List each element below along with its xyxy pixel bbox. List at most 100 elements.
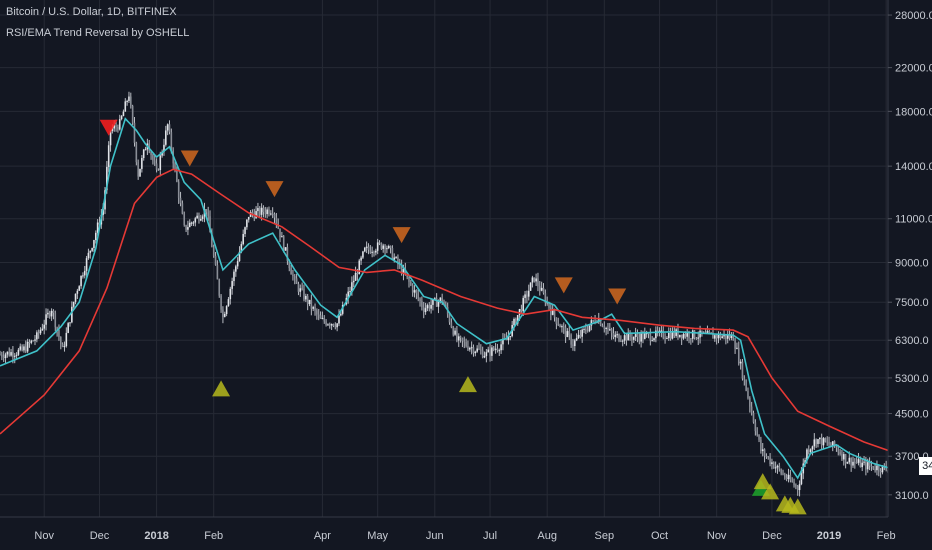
candle-body: [131, 105, 134, 123]
series-line-slow-ema: [0, 168, 889, 452]
candle-body: [463, 341, 466, 343]
candle-body: [253, 213, 256, 219]
candle-body: [176, 168, 178, 182]
candle-body: [784, 474, 786, 478]
candle-body: [308, 299, 311, 305]
candle-body: [574, 340, 576, 347]
candle-body: [787, 474, 790, 480]
candle-body: [430, 304, 432, 309]
candle-body: [196, 215, 198, 219]
candle-body: [706, 331, 709, 333]
candle-body: [50, 310, 53, 317]
candle-body: [205, 209, 208, 213]
candle-body: [448, 314, 451, 323]
candle-body: [6, 351, 9, 355]
candle-body: [509, 336, 512, 338]
candle-body: [69, 322, 71, 324]
candle-body: [691, 330, 694, 339]
candle-body: [741, 361, 744, 379]
candle-body: [774, 467, 777, 469]
candle-body: [128, 96, 130, 101]
candle-body: [389, 246, 392, 248]
candle-body: [168, 124, 171, 133]
candle-body: [78, 286, 81, 291]
candle-body: [791, 480, 793, 482]
candle-body: [872, 466, 875, 469]
candle-body: [378, 242, 381, 244]
candle-body: [456, 330, 458, 341]
candle-body: [852, 461, 854, 466]
candle-body: [67, 323, 69, 333]
candle-body: [478, 348, 480, 350]
candle-body: [636, 334, 639, 337]
candle-body: [262, 207, 265, 213]
candle-body: [819, 437, 821, 440]
candle-body: [761, 449, 764, 452]
candle-body: [117, 126, 119, 130]
candle-body: [201, 216, 204, 219]
candle-body: [45, 314, 47, 325]
candle-body: [39, 330, 42, 334]
candle-body: [653, 338, 655, 341]
candle-body: [194, 218, 197, 223]
candle-body: [612, 333, 615, 338]
candle-body: [216, 264, 219, 280]
candle-body: [752, 412, 755, 423]
candle-body: [468, 347, 471, 350]
y-tick-label: 9000.0: [895, 257, 929, 269]
candle-body: [231, 281, 233, 289]
candle-body: [87, 252, 90, 259]
candle-body: [271, 213, 274, 215]
y-tick-label: 11000.0: [895, 214, 932, 226]
candle-body: [459, 336, 462, 338]
candle-body: [111, 128, 114, 131]
candle-body: [82, 275, 84, 277]
candle-body: [21, 346, 23, 351]
candle-body: [831, 441, 834, 446]
candle-body: [214, 255, 217, 265]
candle-body: [866, 462, 869, 470]
candle-body: [26, 341, 29, 352]
candle-body: [56, 327, 58, 331]
candle-body: [680, 334, 683, 339]
candles: [0, 91, 889, 497]
candle-body: [798, 484, 801, 491]
candle-body: [299, 288, 302, 292]
candle-body: [328, 324, 331, 326]
candle-body: [220, 295, 222, 310]
y-tick-label: 22000.0: [895, 63, 932, 75]
candle-body: [386, 248, 388, 250]
candle-body: [667, 333, 670, 339]
candle-body: [489, 349, 491, 356]
candle-body: [200, 218, 202, 221]
candle-body: [415, 290, 418, 294]
candle-body: [472, 347, 475, 354]
chart-title: Bitcoin / U.S. Dollar, 1D, BITFINEX: [6, 6, 177, 18]
candle-body: [332, 324, 335, 327]
candle-body: [767, 456, 770, 458]
candle-body: [664, 337, 666, 339]
candle-body: [651, 340, 653, 342]
candle-body: [358, 260, 361, 275]
candle-body: [688, 333, 690, 339]
candle-body: [163, 144, 165, 152]
candle-body: [340, 313, 342, 316]
candle-body: [301, 288, 303, 290]
candle-body: [877, 465, 880, 472]
candle-body: [305, 295, 307, 300]
candle-body: [89, 250, 92, 253]
candle-body: [743, 378, 746, 380]
candle-body: [505, 338, 508, 341]
candle-body: [811, 446, 814, 450]
candle-body: [594, 320, 596, 323]
candle-body: [47, 312, 49, 315]
candle-body: [421, 301, 423, 307]
candle-body: [153, 160, 156, 164]
candle-body: [397, 257, 399, 264]
candle-body: [362, 251, 364, 258]
y-tick-label: 18000.0: [895, 106, 932, 118]
candle-body: [644, 333, 646, 339]
current-price-badge: 3490.5: [919, 457, 932, 475]
candle-body: [437, 301, 440, 307]
